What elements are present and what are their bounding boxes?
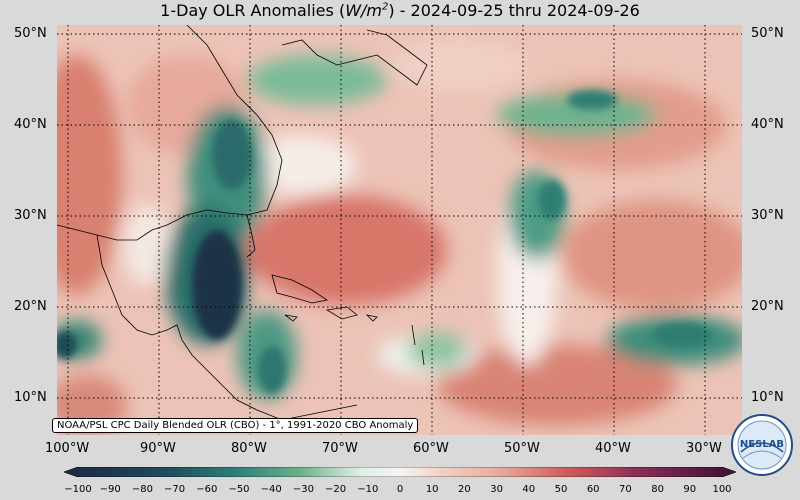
colorbar-tick-label: −10: [357, 484, 379, 495]
colorbar-tick-label: 30: [490, 484, 503, 495]
colorbar-gradient: [63, 466, 737, 478]
colorbar-tick-label: 0: [396, 484, 404, 495]
anomaly-field: [57, 25, 742, 435]
colorbar-tick-label: −40: [260, 484, 282, 495]
colorbar-tick-label: −60: [196, 484, 218, 495]
colorbar-tick-label: −100: [64, 484, 92, 495]
colorbar-tick-label: −20: [325, 484, 347, 495]
colorbar-tick-label: −80: [131, 484, 153, 495]
lon-label-80w: 80°W: [231, 441, 267, 456]
lat-label-50n-left: 50°N: [14, 26, 47, 41]
colorbar-tick-label: −50: [228, 484, 250, 495]
lat-label-40n-right: 40°N: [751, 117, 784, 132]
colorbar-tick-label: 50: [554, 484, 568, 495]
lon-label-50w: 50°W: [504, 441, 540, 456]
lat-label-20n-right: 20°N: [751, 299, 784, 314]
lon-label-60w: 60°W: [413, 441, 449, 456]
lat-label-30n-right: 30°N: [751, 208, 784, 223]
colorbar: [63, 462, 737, 478]
lat-label-50n-right: 50°N: [751, 26, 784, 41]
lat-label-40n-left: 40°N: [14, 117, 47, 132]
colorbar-tick-label: 60: [586, 484, 600, 495]
colorbar-tick-label: 70: [619, 484, 632, 495]
lat-label-20n-left: 20°N: [14, 299, 47, 314]
colorbar-tick-label: 80: [651, 484, 664, 495]
colorbar-tick-label: 20: [458, 484, 471, 495]
lat-label-10n-right: 10°N: [751, 390, 784, 405]
map-title: 1-Day OLR Anomalies (W/m2) - 2024-09-25 …: [160, 1, 640, 20]
lon-label-100w: 100°W: [45, 441, 90, 456]
lon-label-70w: 70°W: [322, 441, 358, 456]
svg-text:NESLAB: NESLAB: [740, 439, 784, 450]
data-credit-box: NOAA/PSL CPC Daily Blended OLR (CBO) - 1…: [52, 418, 419, 433]
olr-anomaly-map: [57, 25, 742, 435]
colorbar-tick-label: −30: [292, 484, 314, 495]
colorbar-tick-label: 40: [522, 484, 536, 495]
lon-label-40w: 40°W: [595, 441, 631, 456]
lon-label-30w: 30°W: [686, 441, 722, 456]
colorbar-tick-label: −90: [99, 484, 121, 495]
noaa-lab-logo-icon: NESLAB: [731, 414, 793, 476]
lat-label-30n-left: 30°N: [14, 208, 47, 223]
map-canvas: [57, 25, 742, 435]
lat-label-10n-left: 10°N: [14, 390, 47, 405]
gridlines: [57, 25, 742, 435]
lon-label-90w: 90°W: [140, 441, 176, 456]
colorbar-tick-label: 90: [683, 484, 697, 495]
colorbar-tick-label: 10: [425, 484, 439, 495]
colorbar-tick-label: −70: [164, 484, 186, 495]
colorbar-tick-label: 100: [712, 484, 732, 495]
